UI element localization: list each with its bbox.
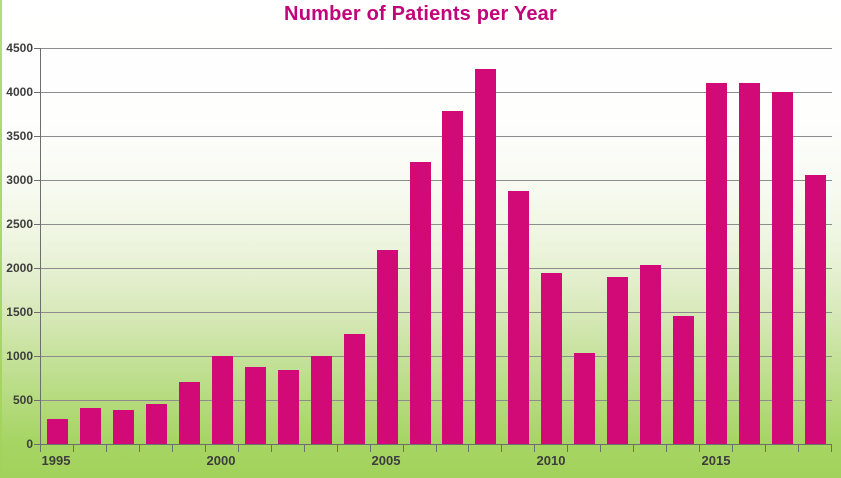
x-axis-tick <box>172 445 173 452</box>
bar-2011 <box>574 353 595 444</box>
bar-2007 <box>442 111 463 444</box>
x-axis-tick <box>106 445 107 452</box>
bar-2010 <box>541 273 562 444</box>
bar-1996 <box>80 408 101 444</box>
bar-2018 <box>805 175 826 444</box>
y-axis-label: 500 <box>12 393 33 407</box>
x-axis-tick <box>831 445 832 452</box>
x-axis-tick <box>732 445 733 452</box>
bar-2003 <box>311 356 332 444</box>
y-axis-tick <box>34 92 40 93</box>
x-axis-tick <box>501 445 502 452</box>
x-axis-tick <box>304 445 305 452</box>
x-axis-tick <box>534 445 535 452</box>
x-axis-tick <box>600 445 601 452</box>
y-axis-tick <box>34 356 40 357</box>
x-axis-tick <box>468 445 469 452</box>
gridline <box>41 92 832 93</box>
x-axis-tick <box>337 445 338 452</box>
bar-2013 <box>640 265 661 444</box>
x-axis-tick <box>403 445 404 452</box>
x-axis-tick <box>666 445 667 452</box>
x-axis-tick <box>271 445 272 452</box>
x-axis-tick <box>765 445 766 452</box>
gridline <box>41 136 832 137</box>
y-axis-label: 1500 <box>6 305 33 319</box>
y-axis-tick <box>34 268 40 269</box>
x-axis-tick <box>633 445 634 452</box>
bar-2006 <box>410 162 431 444</box>
gridline <box>41 48 832 49</box>
y-axis-tick <box>34 400 40 401</box>
bar-2002 <box>278 370 299 444</box>
x-axis-tick <box>73 445 74 452</box>
y-axis-label: 4500 <box>6 41 33 55</box>
y-axis-tick <box>34 180 40 181</box>
gridline <box>41 180 832 181</box>
x-axis-label: 2015 <box>701 453 731 468</box>
bar-2015 <box>706 83 727 444</box>
x-axis-tick <box>40 445 41 452</box>
x-axis-tick <box>205 445 206 452</box>
chart-title: Number of Patients per Year <box>284 3 557 25</box>
bar-2012 <box>607 277 628 444</box>
bar-2001 <box>245 367 266 444</box>
x-axis-tick <box>699 445 700 452</box>
bar-2005 <box>377 250 398 444</box>
bar-1998 <box>146 404 167 444</box>
x-axis-tick <box>798 445 799 452</box>
x-axis-tick <box>436 445 437 452</box>
x-axis-tick <box>139 445 140 452</box>
bar-2016 <box>739 83 760 444</box>
gridline <box>41 224 832 225</box>
x-axis-tick <box>238 445 239 452</box>
y-axis-tick <box>34 444 40 445</box>
y-axis-label: 2500 <box>6 217 33 231</box>
bar-1995 <box>47 419 68 444</box>
gridline <box>41 312 832 313</box>
y-axis-tick <box>34 224 40 225</box>
y-axis-tick <box>34 48 40 49</box>
bar-2017 <box>772 92 793 444</box>
bar-2000 <box>212 356 233 444</box>
x-axis-label: 1995 <box>41 453 71 468</box>
x-axis-tick <box>370 445 371 452</box>
x-axis-tick <box>567 445 568 452</box>
bar-1997 <box>113 410 134 444</box>
plot-area <box>40 48 832 445</box>
bar-2014 <box>673 316 694 444</box>
y-axis-tick <box>34 312 40 313</box>
gridline <box>41 356 832 357</box>
y-axis-label: 4000 <box>6 85 33 99</box>
gridline <box>41 400 832 401</box>
left-border-stripe <box>0 0 2 478</box>
bar-2004 <box>344 334 365 444</box>
gridline <box>41 268 832 269</box>
bar-1999 <box>179 382 200 444</box>
x-axis-label: 2010 <box>536 453 566 468</box>
y-axis-tick <box>34 136 40 137</box>
bar-2008 <box>475 69 496 444</box>
y-axis-label: 2000 <box>6 261 33 275</box>
y-axis-label: 0 <box>26 437 33 451</box>
y-axis-label: 3500 <box>6 129 33 143</box>
bar-2009 <box>508 191 529 444</box>
x-axis-label: 2005 <box>371 453 401 468</box>
y-axis-label: 1000 <box>6 349 33 363</box>
y-axis-label: 3000 <box>6 173 33 187</box>
x-axis-label: 2000 <box>206 453 236 468</box>
